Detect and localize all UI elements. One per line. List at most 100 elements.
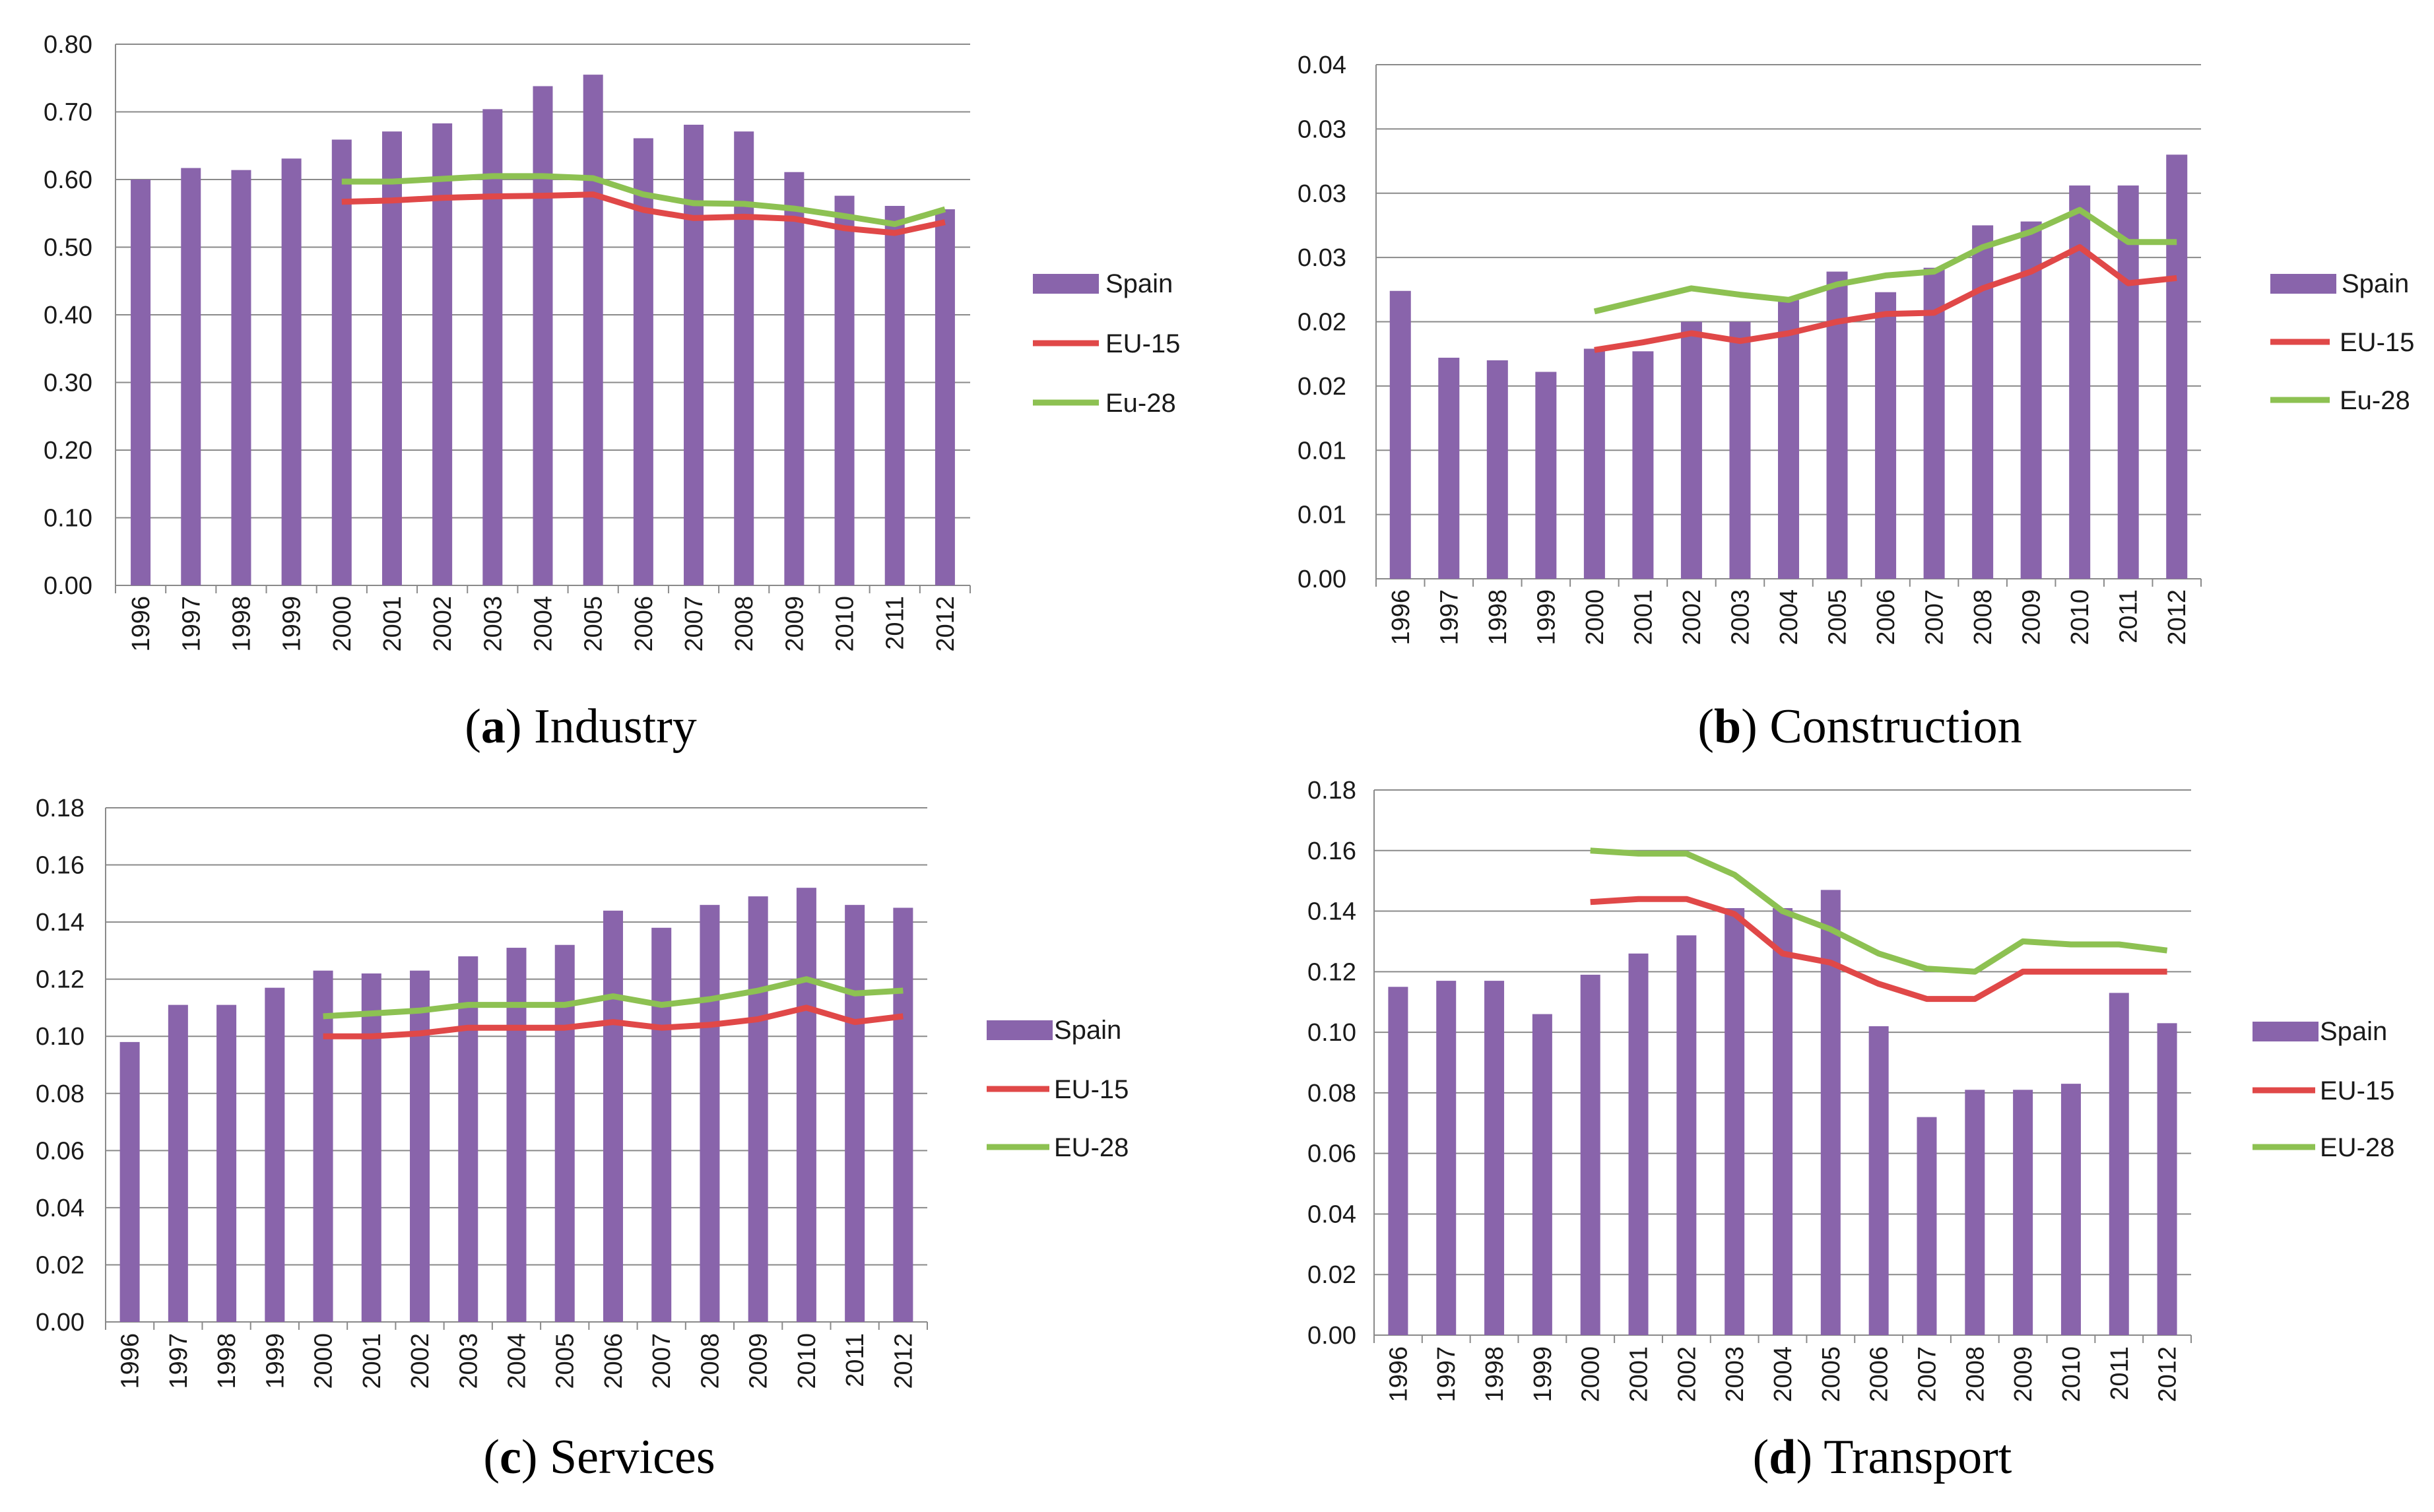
y-tick-label: 0.03 — [1298, 244, 1346, 272]
y-tick-label: 0.14 — [1307, 898, 1356, 926]
bar-spain-2004 — [533, 86, 553, 586]
x-tick-label: 2011 — [2115, 589, 2143, 643]
bar-spain-1999 — [265, 987, 285, 1322]
x-tick-label: 2000 — [329, 596, 356, 652]
x-tick-label: 1997 — [178, 596, 205, 652]
x-tick-label: 1996 — [127, 596, 155, 652]
x-tick-label: 2004 — [530, 596, 558, 652]
caption-text: Construction — [1769, 700, 2022, 754]
bar-spain-2006 — [1875, 292, 1897, 579]
legend-swatch-spain — [2270, 274, 2336, 294]
x-tick-label: 2003 — [455, 1333, 482, 1389]
caption-industry: (a) Industry — [465, 700, 696, 754]
construction-chart: 0.00 0.01 0.01 0.02 0.02 0.03 0.03 0.03 0.04 1996… — [1298, 51, 2202, 645]
transport-chart: 0.00 0.02 0.04 0.06 0.08 0.10 0.12 0.14 0.16 0.18… — [1307, 777, 2192, 1402]
bar-spain-2000 — [1583, 348, 1605, 579]
bar-spain-1997 — [181, 168, 201, 585]
y-tick-label: 0.16 — [36, 852, 84, 880]
x-tick-label: 1999 — [1529, 1346, 1557, 1402]
line-eu-15 — [323, 1004, 904, 1039]
line-eu-28 — [323, 976, 904, 1020]
x-tick-label: 2002 — [429, 596, 457, 652]
bar-spain-1996 — [1388, 987, 1408, 1335]
bar-spain-2001 — [1628, 953, 1649, 1335]
x-tick-label: 2011 — [841, 1333, 869, 1387]
x-tick-label: 2005 — [1824, 589, 1852, 645]
bar-spain-2000 — [331, 139, 352, 585]
industry-chart: 0.00 0.10 0.20 0.30 0.40 0.50 0.60 0.70 0.80 1996… — [44, 31, 971, 652]
legend-swatch-spain — [987, 1020, 1053, 1040]
caption-letter: b — [1714, 700, 1741, 754]
bar-spain-2006 — [1868, 1026, 1889, 1335]
bar-spain-2012 — [2157, 1023, 2177, 1335]
y-tick-label: 0.00 — [1298, 566, 1346, 593]
legend-swatch-spain — [1033, 274, 1099, 294]
x-tick-label: 2007 — [648, 1333, 676, 1389]
caption-letter: a — [481, 700, 506, 754]
x-tick-label: 2006 — [600, 1333, 628, 1389]
x-tick-label: 2010 — [832, 596, 859, 652]
bar-spain-2007 — [1917, 1117, 1937, 1335]
x-tick-label: 2006 — [1872, 589, 1900, 645]
bar-spain-2009 — [748, 896, 768, 1322]
x-tick-label: 2004 — [1775, 589, 1803, 645]
x-tick-label: 2007 — [1913, 1346, 1941, 1402]
caption-text: Industry — [534, 700, 697, 754]
panel-services: 0.00 0.02 0.04 0.06 0.08 0.10 0.12 0.14 0.16 0.18… — [36, 795, 1129, 1484]
y-tick-label: 0.10 — [44, 505, 92, 533]
y-tick-label: 0.14 — [36, 909, 84, 937]
x-tick-label: 2003 — [1727, 589, 1754, 645]
x-tick-label: 2000 — [1581, 589, 1609, 645]
y-tick-label: 0.04 — [1298, 51, 1346, 79]
y-tick-label: 0.00 — [36, 1309, 84, 1336]
bar-spain-1999 — [281, 158, 302, 586]
line-eu-28 — [341, 173, 946, 228]
bar-spain-2002 — [1676, 935, 1697, 1335]
y-tick-label: 0.12 — [36, 966, 84, 994]
bar-spain-2003 — [1729, 321, 1751, 579]
y-tick-label: 0.08 — [36, 1080, 84, 1108]
bar-spain-2008 — [734, 131, 754, 586]
y-tick-label: 0.18 — [36, 795, 84, 822]
caption-letter: d — [1769, 1430, 1796, 1484]
bar-spain-2003 — [482, 109, 503, 585]
bar-spain-2000 — [1580, 974, 1600, 1335]
bar-spain-2007 — [651, 927, 672, 1322]
bar-spain-1998 — [216, 1004, 237, 1322]
y-tick-label: 0.00 — [1307, 1322, 1356, 1350]
caption-transport: (d) Transport — [1753, 1430, 2012, 1484]
bar-spain-2003 — [1725, 907, 1745, 1335]
panel-industry: 0.00 0.10 0.20 0.30 0.40 0.50 0.60 0.70 0.80 1996… — [44, 31, 1180, 754]
x-tick-label: 2001 — [1629, 589, 1657, 645]
x-tick-label: 2000 — [1577, 1346, 1605, 1402]
industry-legend: Spain EU-15 Eu-28 — [1033, 269, 1180, 418]
x-tick-label: 2010 — [793, 1333, 821, 1389]
x-tick-label: 2010 — [2066, 589, 2094, 645]
x-tick-label: 2006 — [1866, 1346, 1893, 1402]
x-tick-label: 1997 — [1433, 1346, 1461, 1402]
x-tick-label: 1999 — [279, 596, 306, 652]
y-tick-label: 0.01 — [1298, 502, 1346, 529]
x-tick-label: 2009 — [745, 1333, 773, 1389]
x-tick-label: 1998 — [228, 596, 255, 652]
line-eu-15 — [1594, 244, 2177, 353]
x-tick-label: 2008 — [1961, 1346, 1989, 1402]
panel-transport: 0.00 0.02 0.04 0.06 0.08 0.10 0.12 0.14 0.16 0.18… — [1307, 777, 2394, 1484]
caption-text: Services — [550, 1430, 715, 1484]
legend-label-eu15: EU-15 — [1105, 329, 1180, 358]
y-tick-label: 0.06 — [1307, 1140, 1356, 1168]
y-tick-label: 0.01 — [1298, 437, 1346, 465]
bar-spain-2009 — [2013, 1090, 2033, 1335]
y-tick-label: 0.50 — [44, 234, 92, 262]
y-tick-label: 0.10 — [36, 1023, 84, 1051]
bar-spain-2011 — [884, 205, 905, 586]
bar-spain-2001 — [361, 973, 381, 1322]
x-tick-label: 2002 — [1673, 1346, 1701, 1402]
x-tick-label: 2003 — [1721, 1346, 1749, 1402]
x-tick-label: 1997 — [1435, 589, 1463, 645]
x-tick-label: 2012 — [2163, 589, 2191, 645]
bar-spain-2001 — [381, 131, 402, 586]
bar-spain-2006 — [603, 910, 623, 1322]
line-eu-28 — [1593, 207, 2177, 315]
x-tick-label: 2001 — [1626, 1346, 1653, 1402]
